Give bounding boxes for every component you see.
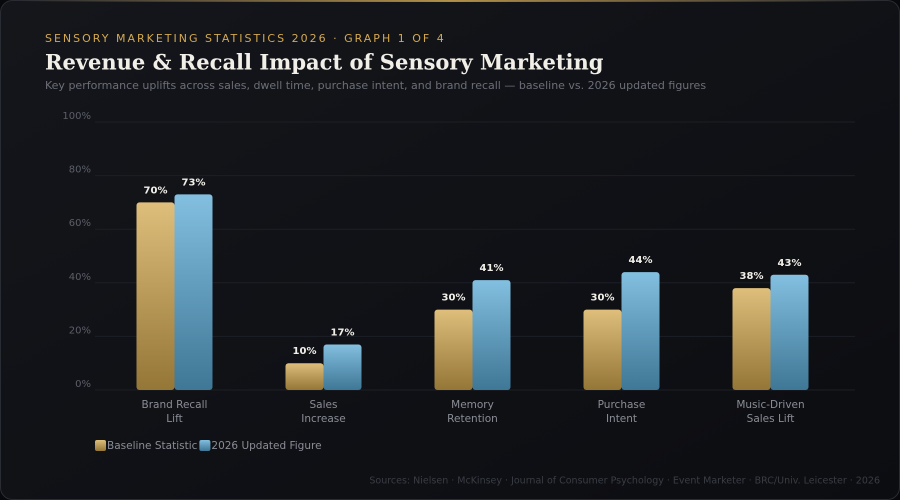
legend-label: 2026 Updated Figure xyxy=(211,440,321,452)
x-tick-label: Sales Increase xyxy=(301,399,345,425)
value-label: 17% xyxy=(331,327,355,338)
bar xyxy=(323,344,362,390)
source: Sources: Nielsen · McKinsey · Journal of… xyxy=(369,476,880,487)
accent-line xyxy=(20,0,880,2)
bar xyxy=(583,309,622,390)
y-tick-label: 20% xyxy=(69,325,91,336)
value-label: 38% xyxy=(740,271,764,282)
value-label: 73% xyxy=(182,177,206,188)
value-label: 44% xyxy=(629,255,653,266)
y-tick-label: 100% xyxy=(62,111,91,122)
legend-swatch xyxy=(199,440,211,451)
bar xyxy=(770,274,809,390)
legend-label: Baseline Statistic xyxy=(107,440,198,452)
eyebrow: SENSORY MARKETING STATISTICS 2026 · GRAP… xyxy=(45,32,446,45)
value-label: 30% xyxy=(442,293,466,304)
y-tick-label: 40% xyxy=(69,272,91,283)
y-tick-label: 60% xyxy=(69,218,91,229)
value-label: 43% xyxy=(778,258,802,269)
x-tick-label: Brand Recall Lift xyxy=(142,399,208,425)
value-label: 30% xyxy=(591,293,615,304)
bar xyxy=(174,194,213,390)
bar xyxy=(472,280,511,390)
legend-swatch xyxy=(95,440,106,451)
x-tick-label: Memory Retention xyxy=(447,399,498,425)
chart-title: Revenue & Recall Impact of Sensory Marke… xyxy=(45,50,604,75)
value-label: 10% xyxy=(293,346,317,357)
y-tick-label: 0% xyxy=(75,379,91,390)
bar xyxy=(285,363,324,390)
value-label: 70% xyxy=(144,185,168,196)
bar xyxy=(732,288,771,390)
x-tick-label: Purchase Intent xyxy=(598,399,646,425)
y-tick-label: 80% xyxy=(69,165,91,176)
value-label: 41% xyxy=(480,263,504,274)
x-tick-label: Music-Driven Sales Lift xyxy=(736,399,804,425)
bar xyxy=(136,202,175,390)
subtitle: Key performance uplifts across sales, dw… xyxy=(45,79,706,92)
bar xyxy=(434,309,473,390)
bar xyxy=(621,272,660,390)
